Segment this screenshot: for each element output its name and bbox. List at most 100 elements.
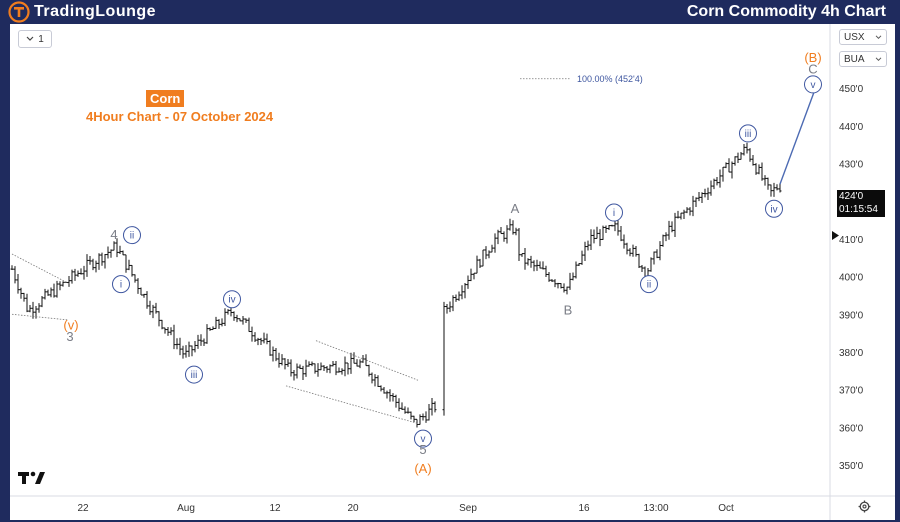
candle [595,226,599,239]
candle [619,226,623,242]
wave-label: iii [191,370,198,381]
candle [568,272,572,290]
wave-label: iv [770,204,777,215]
candle [382,386,386,394]
candle [496,229,500,245]
candle [127,259,131,271]
candle [448,301,452,313]
candle [433,401,437,413]
candle [343,356,347,377]
wave-circle [640,275,658,294]
candle [133,274,137,283]
wave-label: C [808,61,817,76]
candle [730,161,734,179]
candle [625,242,629,255]
candle [256,337,260,346]
candle [367,364,371,377]
interval-selector[interactable]: 1 [18,30,52,48]
wave-circle [739,124,757,143]
candles-group [10,142,782,428]
candle [694,197,698,207]
triangle-right-icon[interactable] [832,231,839,240]
candle [388,389,392,402]
candle [244,318,248,323]
candle [187,341,191,357]
unit-selector[interactable]: BUA [839,51,887,67]
candle [499,227,503,235]
candle [700,192,704,204]
candle [583,241,587,261]
candle [178,337,182,356]
candle [385,390,389,399]
candle [82,265,86,280]
candle [265,333,269,345]
candle [319,362,323,371]
channel-line [285,385,419,424]
candle [658,241,662,261]
x-tick-label: 16 [578,503,590,514]
candle [538,261,542,269]
candle [589,229,593,251]
price-chart[interactable]: 350'0360'0370'0380'0390'0400'0410'0420'0… [10,24,895,520]
candle [259,337,263,346]
candle [79,268,83,275]
candle [346,362,350,375]
wave-label: (B) [804,50,821,65]
candle [550,279,554,282]
candle [184,345,188,358]
candle [424,411,428,423]
candle [571,272,575,281]
candle [586,240,590,251]
candle [451,295,455,312]
candle [469,268,473,282]
candle [712,178,716,190]
gear-icon[interactable] [858,500,871,513]
candle [313,363,317,374]
candle [502,231,506,242]
candle [772,182,776,197]
brand-logo[interactable]: TradingLounge [8,1,156,23]
candle [100,252,104,266]
candle [490,244,494,253]
chart-panel[interactable]: 350'0360'0370'0380'0390'0400'0410'0420'0… [10,24,895,520]
chevron-down-icon [26,36,34,41]
candle [298,364,302,370]
wave-label: 3 [66,329,73,344]
candle [517,227,521,262]
candle [394,394,398,408]
candle [649,257,653,272]
candle [580,250,584,265]
candle [766,177,770,190]
candle [565,286,569,295]
wave-label: iv [228,295,235,306]
candle [574,261,578,279]
candle [19,287,23,299]
bar-countdown: 01:15:54 [839,204,878,215]
candle [703,188,707,198]
candle [508,218,512,231]
candle [406,407,410,414]
candle [760,162,764,181]
x-tick-label: 12 [269,503,281,514]
candle [400,402,404,410]
candle [118,245,122,254]
y-tick-label: 410'0 [839,235,864,246]
candle [220,318,224,327]
tradingview-logo-icon[interactable] [18,470,46,486]
candle [166,327,170,336]
candle [328,364,332,374]
wave-circle [223,290,241,309]
candle [157,311,161,327]
candle [268,340,272,356]
candle [196,334,200,349]
wedge-line [11,313,69,321]
currency-selector[interactable]: USX [839,29,887,45]
candle [226,309,230,315]
candle [235,314,239,323]
candle [232,311,236,321]
last-price: 424'0 [839,191,864,202]
chart-subtitle: 4Hour Chart - 07 October 2024 [86,109,274,124]
candle [325,366,329,373]
candle [763,175,767,186]
candle [751,155,755,166]
